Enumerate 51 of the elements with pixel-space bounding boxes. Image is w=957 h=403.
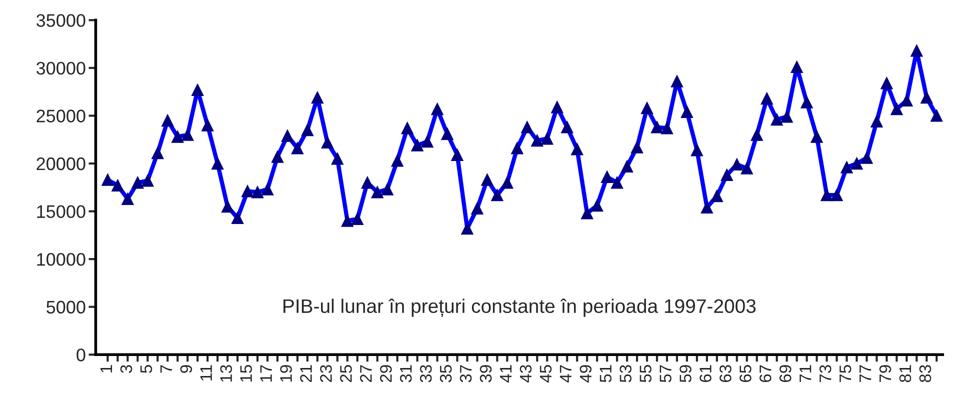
- y-tick-label: 10000: [37, 253, 86, 266]
- x-tick-label: 73: [819, 365, 832, 382]
- x-tick-label: 27: [360, 365, 372, 382]
- x-tick-label: 43: [520, 365, 532, 383]
- x-tick-label: 49: [580, 365, 592, 383]
- x-tick-label: 29: [380, 365, 392, 382]
- x-tick-label: 69: [780, 365, 792, 382]
- x-tick-label: 81: [899, 365, 912, 382]
- x-tick-label: 25: [340, 365, 352, 382]
- x-tick-label: 63: [720, 365, 732, 382]
- x-tick-label: 35: [440, 365, 452, 382]
- y-tick-label: 30000: [36, 62, 86, 75]
- x-tick-label: 59: [680, 365, 692, 382]
- x-tick-label: 61: [700, 365, 712, 382]
- x-tick-label: 47: [560, 365, 572, 383]
- x-tick-label: 77: [860, 365, 872, 382]
- x-tick-label: 71: [800, 365, 812, 382]
- x-tick-label: 53: [620, 365, 632, 382]
- x-tick-label: 33: [420, 365, 432, 382]
- x-tick-label: 39: [480, 365, 492, 382]
- x-tick-label: 67: [760, 365, 772, 382]
- x-tick-label: 13: [220, 365, 232, 382]
- y-tick-label: 35000: [36, 14, 86, 27]
- x-tick-label: 57: [660, 365, 672, 382]
- x-tick-label: 9: [180, 365, 192, 373]
- x-tick-label: 31: [400, 365, 412, 382]
- x-tick-label: 15: [240, 365, 252, 382]
- x-tick-label: 11: [200, 365, 212, 380]
- x-tick-label: 7: [160, 365, 172, 373]
- x-tick-label: 79: [879, 365, 892, 382]
- x-tick-label: 17: [260, 365, 272, 382]
- x-tick-label: 37: [460, 365, 472, 382]
- y-tick-label: 0: [76, 348, 86, 362]
- y-tick-label: 5000: [46, 300, 86, 314]
- x-tick-label: 51: [600, 365, 612, 382]
- x-tick-label: 55: [640, 365, 652, 382]
- y-tick-label: 15000: [37, 205, 86, 218]
- x-tick-label: 19: [280, 365, 292, 382]
- y-tick-label: 20000: [36, 157, 86, 170]
- x-tick-label: 23: [320, 365, 332, 382]
- x-tick-label: 83: [919, 365, 932, 382]
- x-tick-label: 1: [100, 365, 112, 372]
- x-tick-label: 21: [300, 365, 312, 382]
- x-tick-label: 5: [140, 365, 152, 373]
- x-tick-label: 45: [540, 365, 552, 383]
- x-tick-label: 65: [740, 365, 752, 382]
- x-tick-label: 75: [840, 365, 852, 382]
- y-tick-label: 25000: [36, 110, 86, 122]
- x-tick-label: 41: [500, 365, 512, 383]
- x-tick-label: 3: [120, 365, 132, 373]
- annotation: PIB-ul lunar în prețuri constante în perioada 1997-2003: [284, 298, 756, 317]
